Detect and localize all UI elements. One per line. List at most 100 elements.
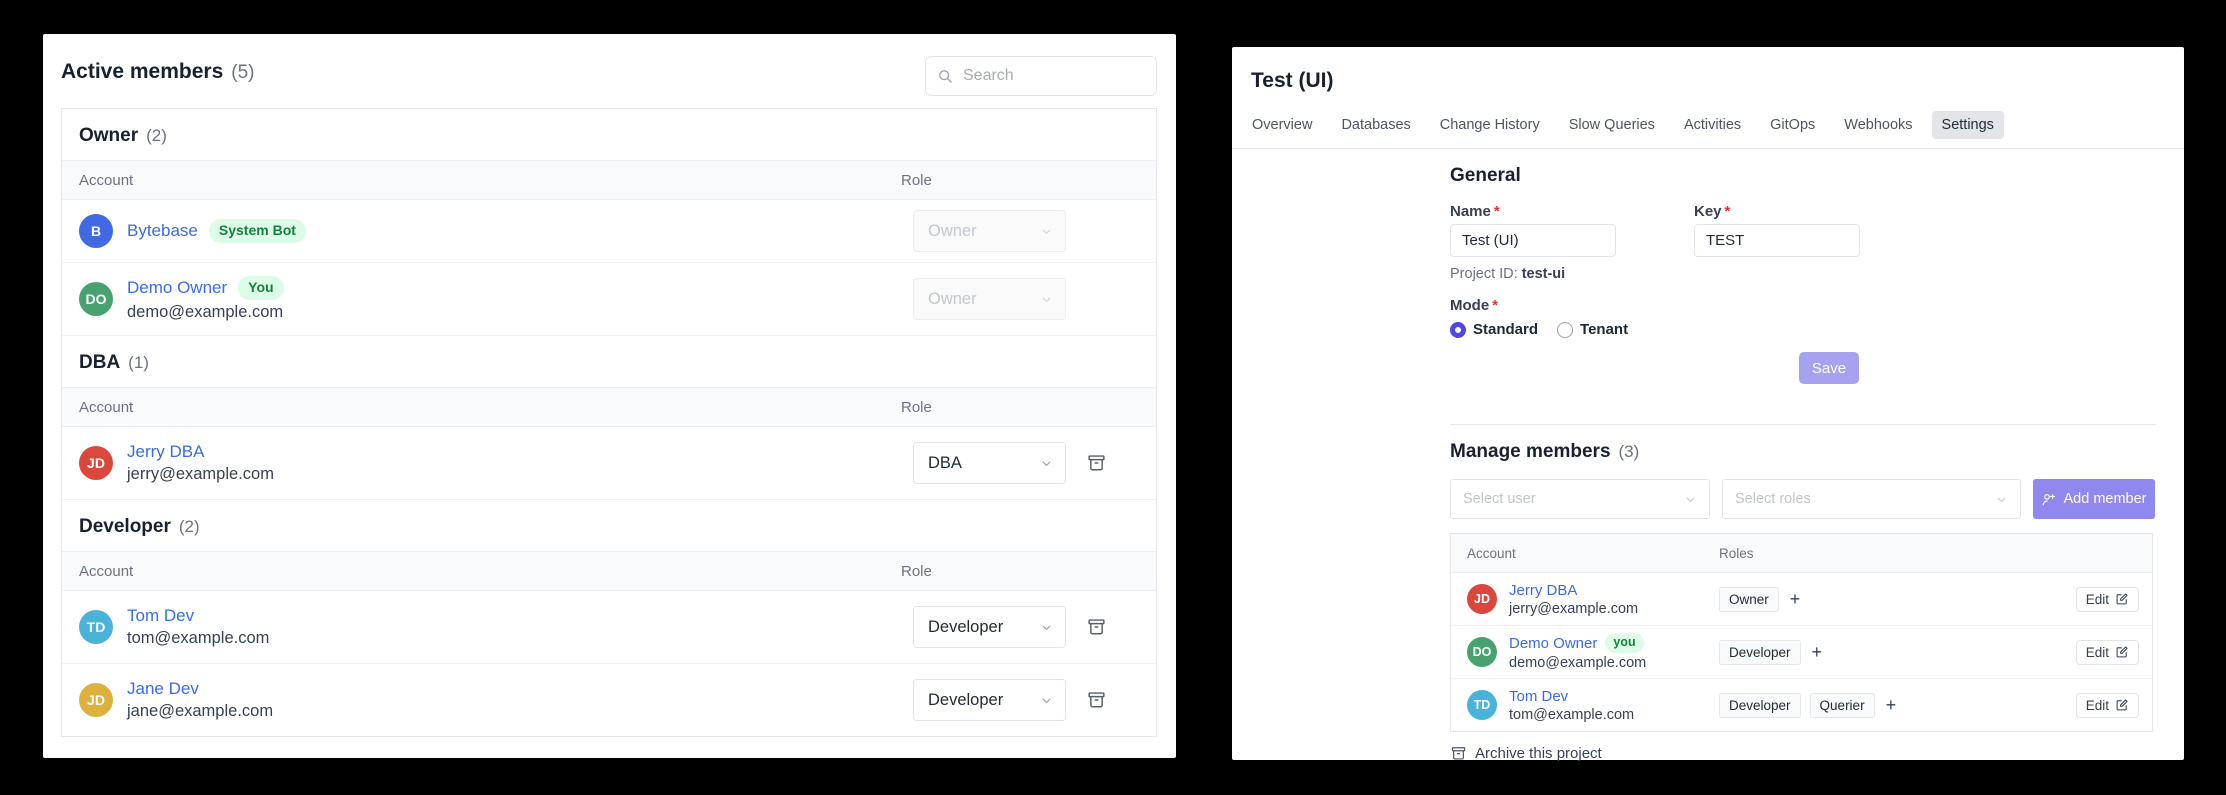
key-label: Key * xyxy=(1694,203,1730,220)
table-header: Account Role xyxy=(62,160,1156,200)
member-controls: Select user Select roles Add member xyxy=(1450,479,2155,519)
required-mark: * xyxy=(1492,297,1499,314)
chevron-down-icon xyxy=(1995,493,2008,506)
account-column-header: Account xyxy=(79,398,134,416)
manage-members-heading: Manage members (3) xyxy=(1450,441,1639,463)
archive-project-link[interactable]: Archive this project xyxy=(1450,745,1602,762)
active-members-panel: Active members (5) Owner (2) Account Rol… xyxy=(43,34,1176,758)
select-user-placeholder: Select user xyxy=(1463,491,1536,507)
account-column-header: Account xyxy=(1467,545,1516,561)
select-roles-placeholder: Select roles xyxy=(1735,491,1811,507)
role-select[interactable]: Developer xyxy=(913,679,1066,721)
key-label-text: Key xyxy=(1694,203,1722,220)
search-input[interactable] xyxy=(961,66,1172,86)
project-key-input[interactable] xyxy=(1694,224,1860,257)
tab-change-history[interactable]: Change History xyxy=(1439,117,1540,133)
member-name-link[interactable]: Tom Dev xyxy=(127,606,195,625)
project-id-value: test-ui xyxy=(1521,266,1566,282)
tab-webhooks[interactable]: Webhooks xyxy=(1844,117,1913,133)
tab-activities[interactable]: Activities xyxy=(1683,117,1742,133)
member-name-link[interactable]: Demo Owner xyxy=(1509,634,1598,652)
group-title-dba: DBA (1) xyxy=(62,336,1156,387)
select-roles-dropdown[interactable]: Select roles xyxy=(1722,479,2021,519)
save-button[interactable]: Save xyxy=(1799,352,1859,384)
account-column-header: Account xyxy=(79,562,134,580)
archive-box-icon xyxy=(1450,745,1467,762)
member-name-link[interactable]: Demo Owner xyxy=(127,278,228,297)
section-divider xyxy=(1450,424,2156,425)
member-name-link[interactable]: Jerry DBA xyxy=(1509,581,1578,599)
chevron-down-icon xyxy=(1040,225,1053,238)
role-select[interactable]: Owner xyxy=(913,278,1066,320)
member-info: Tom Dev tom@example.com xyxy=(127,606,269,648)
group-name: Developer xyxy=(79,516,171,537)
role-select[interactable]: Developer xyxy=(913,606,1066,648)
trash-icon xyxy=(1086,617,1107,638)
edit-member-button[interactable]: Edit xyxy=(2075,586,2139,612)
mode-radio-tenant[interactable]: Tenant xyxy=(1557,321,1628,338)
manage-members-heading-text: Manage members xyxy=(1450,441,1611,462)
chevron-down-icon xyxy=(1040,694,1053,707)
select-user-dropdown[interactable]: Select user xyxy=(1450,479,1710,519)
radio-icon xyxy=(1557,321,1574,338)
tab-slow-queries[interactable]: Slow Queries xyxy=(1568,117,1655,133)
role-select-value: DBA xyxy=(928,453,962,472)
member-name-link[interactable]: Jerry DBA xyxy=(127,442,205,461)
member-row-demo-owner: DO Demo Owner You demo@example.com Owner xyxy=(62,263,1156,336)
tab-bar: Overview Databases Change History Slow Quer… xyxy=(1242,111,2004,139)
tab-databases[interactable]: Databases xyxy=(1341,117,1411,133)
member-info: Demo Owner you demo@example.com xyxy=(1509,633,1646,671)
project-id: Project ID: test-ui xyxy=(1450,266,1565,282)
add-member-button[interactable]: Add member xyxy=(2033,479,2155,519)
tab-overview[interactable]: Overview xyxy=(1252,117,1313,133)
roles-cell: Developer Querier + xyxy=(1719,692,1898,718)
role-select[interactable]: DBA xyxy=(913,442,1066,484)
manage-members-count: (3) xyxy=(1618,442,1640,461)
role-select[interactable]: Owner xyxy=(913,210,1066,252)
mode-label: Mode * xyxy=(1450,297,1498,314)
pencil-square-icon xyxy=(2115,592,2129,606)
member-name-link[interactable]: Bytebase xyxy=(127,221,198,240)
add-role-button[interactable]: + xyxy=(1789,589,1801,609)
edit-member-button[interactable]: Edit xyxy=(2075,692,2139,718)
search-box[interactable] xyxy=(925,56,1172,96)
avatar: B xyxy=(79,214,113,248)
member-email: jerry@example.com xyxy=(127,465,274,483)
roles-column-header: Roles xyxy=(1719,545,1754,561)
member-name-link[interactable]: Tom Dev xyxy=(1509,687,1569,705)
chevron-down-icon xyxy=(1040,293,1053,306)
avatar: TD xyxy=(79,610,113,644)
group-count: (2) xyxy=(178,517,200,536)
chevron-down-icon xyxy=(1684,493,1697,506)
member-info: Demo Owner You demo@example.com xyxy=(127,276,284,322)
tab-settings[interactable]: Settings xyxy=(1931,111,2004,139)
pencil-square-icon xyxy=(2115,698,2129,712)
member-email: tom@example.com xyxy=(127,629,270,647)
mode-radio-label: Standard xyxy=(1473,321,1539,338)
mode-radio-standard[interactable]: Standard xyxy=(1450,321,1538,338)
group-name: DBA xyxy=(79,352,121,373)
mode-radio-label: Tenant xyxy=(1580,321,1629,338)
page-title: Active members (5) xyxy=(61,60,254,84)
role-column-header: Role xyxy=(901,171,932,189)
account-column-header: Account xyxy=(79,171,134,189)
edit-label: Edit xyxy=(2085,591,2109,607)
role-column-header: Role xyxy=(901,398,932,416)
edit-member-button[interactable]: Edit xyxy=(2075,639,2139,665)
role-tag-querier: Querier xyxy=(1809,692,1875,718)
project-name-input[interactable] xyxy=(1450,224,1616,257)
remove-member-button[interactable] xyxy=(1084,615,1109,640)
add-role-button[interactable]: + xyxy=(1811,642,1823,662)
remove-member-button[interactable] xyxy=(1084,451,1109,476)
general-heading-text: General xyxy=(1450,165,1521,186)
manage-members-table: Account Roles JD Jerry DBA jerry@example… xyxy=(1450,533,2153,732)
page-title-count: (5) xyxy=(231,62,255,83)
tab-gitops[interactable]: GitOps xyxy=(1770,117,1816,133)
add-role-button[interactable]: + xyxy=(1885,695,1897,715)
avatar: JD xyxy=(79,683,113,717)
role-column-header: Role xyxy=(901,562,932,580)
member-name-link[interactable]: Jane Dev xyxy=(127,679,199,698)
member-info: Bytebase System Bot xyxy=(127,219,306,243)
remove-member-button[interactable] xyxy=(1084,688,1109,713)
pencil-square-icon xyxy=(2115,645,2129,659)
